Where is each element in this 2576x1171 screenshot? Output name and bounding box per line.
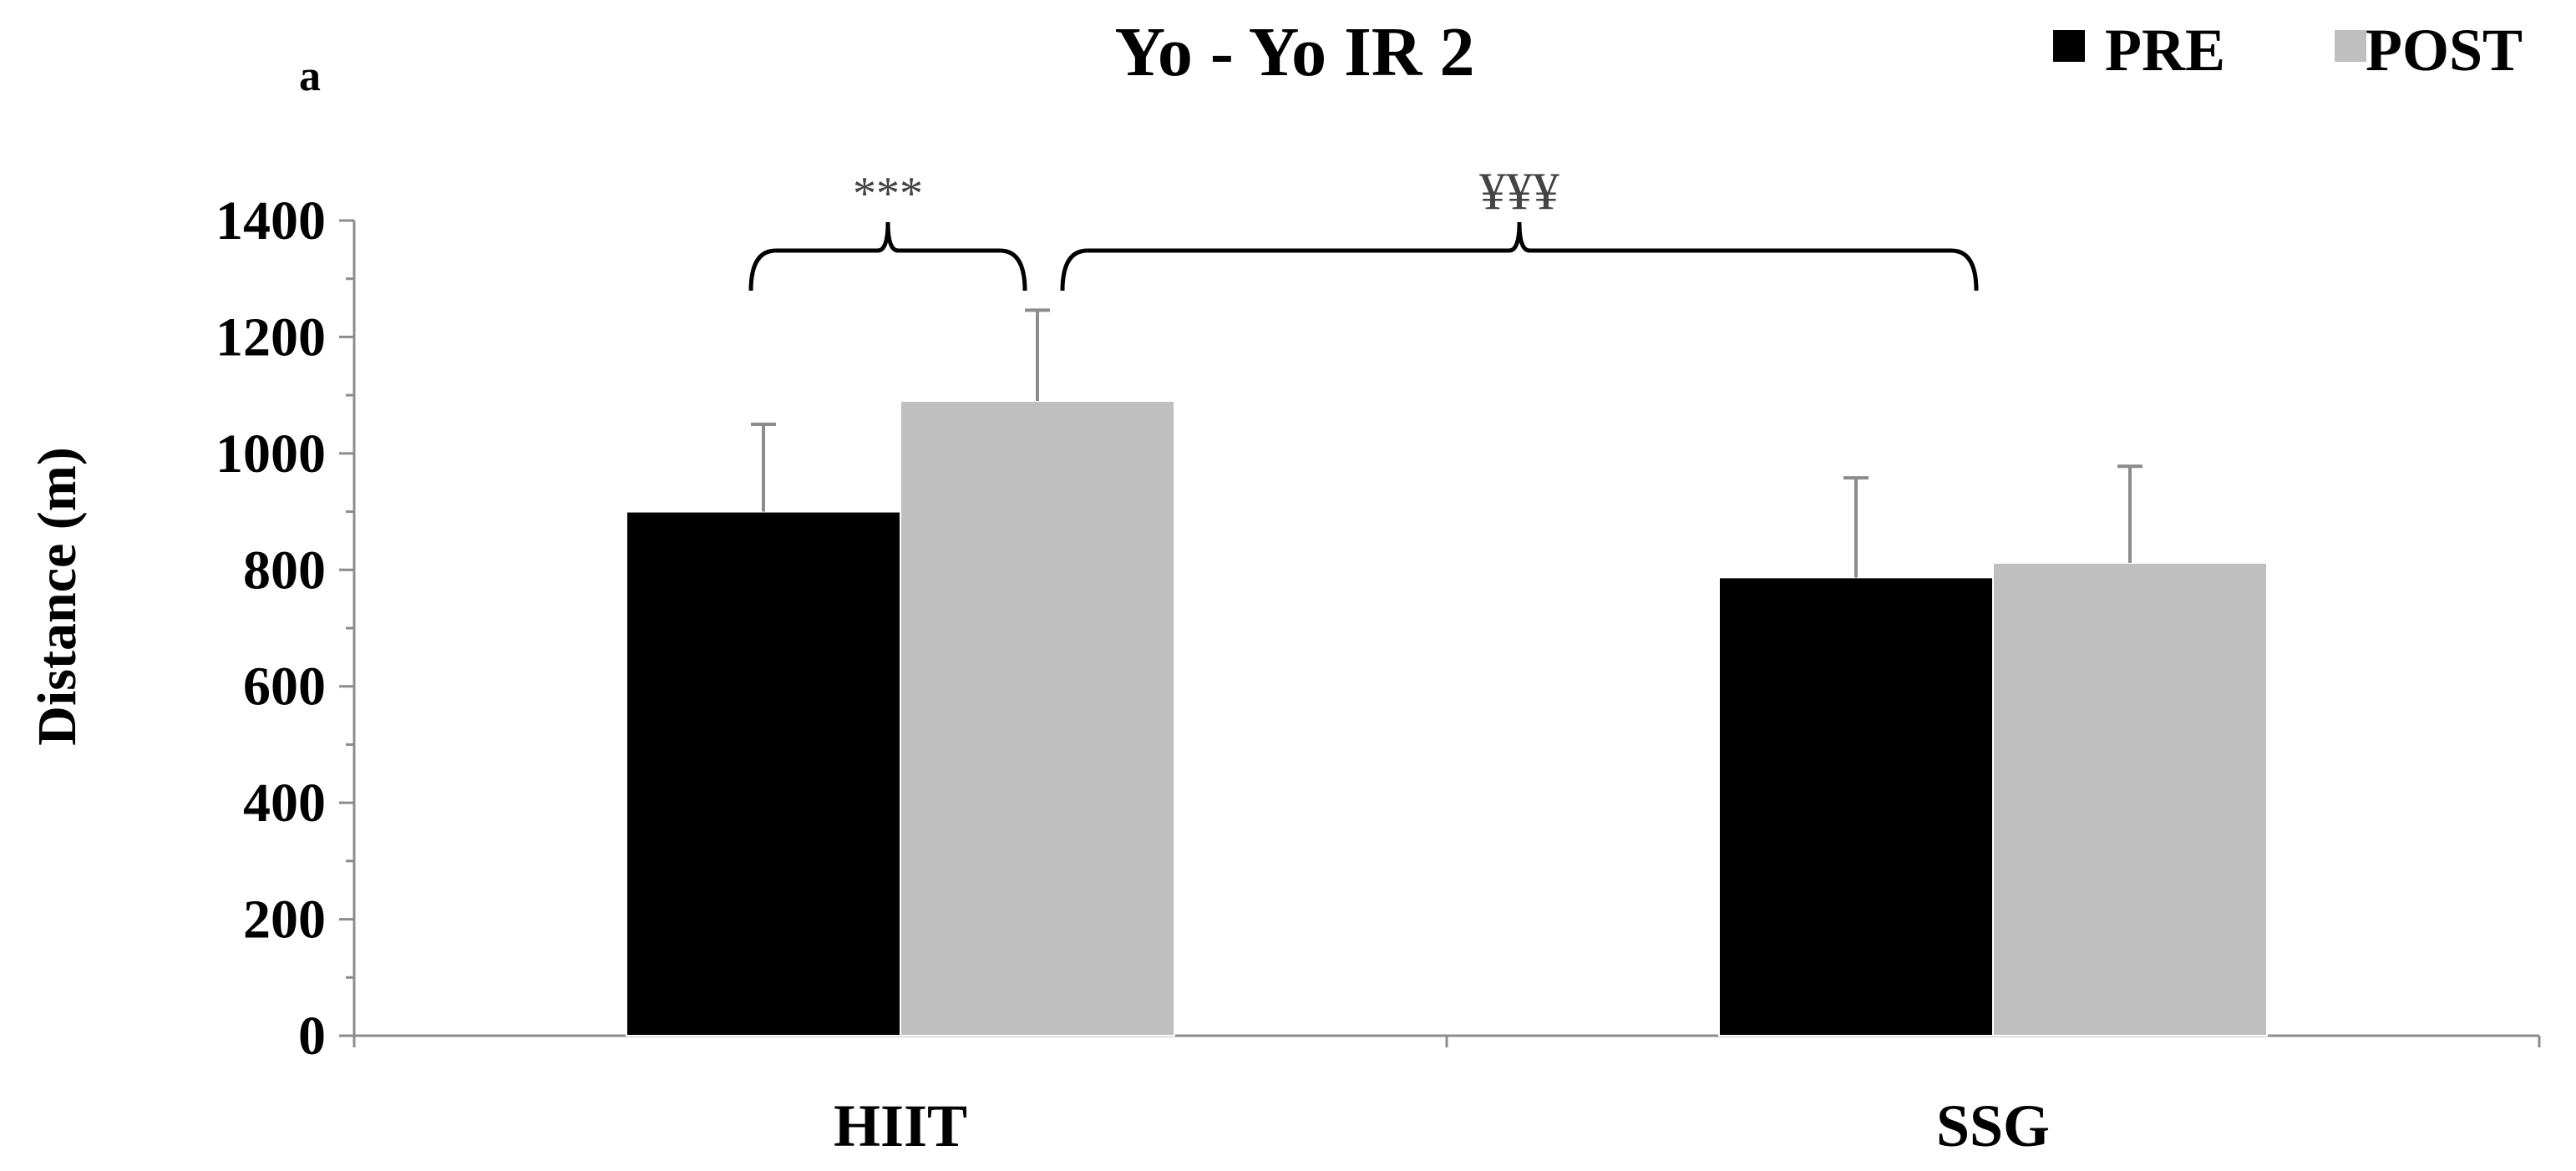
y-tick-label: 800 xyxy=(243,540,326,601)
y-tick-label: 200 xyxy=(243,890,326,950)
legend-label-post: POST xyxy=(2366,17,2523,84)
x-tick-label: SSG xyxy=(1936,1092,2050,1159)
y-tick-label: 0 xyxy=(298,1006,326,1067)
significance-bracket xyxy=(1060,221,1979,291)
significance-bracket xyxy=(748,221,1027,291)
bars-layer xyxy=(626,400,2268,1037)
legend-swatch-post xyxy=(2335,30,2366,62)
panel-label: a xyxy=(299,53,321,100)
y-tick-label: 1200 xyxy=(216,307,326,368)
legend: PRE POST xyxy=(2053,17,2523,84)
y-tick-label: 1400 xyxy=(216,190,326,251)
bar-post-ssg xyxy=(1992,561,2268,1037)
error-bars-layer xyxy=(751,308,2142,578)
chart-title: Yo - Yo IR 2 xyxy=(1115,13,1475,91)
annotations-layer: *** ¥¥¥ xyxy=(748,161,1979,291)
y-tick-label: 1000 xyxy=(216,423,326,484)
y-axis-label: Distance (m) xyxy=(27,447,88,745)
y-tick-label: 400 xyxy=(243,773,326,834)
legend-swatch-pre xyxy=(2053,30,2085,62)
significance-label: *** xyxy=(853,168,923,220)
y-tick-label: 600 xyxy=(243,656,326,717)
bar-pre-hiit xyxy=(626,510,901,1037)
legend-label-pre: PRE xyxy=(2105,17,2225,84)
bar-pre-ssg xyxy=(1718,576,1994,1037)
bar-post-hiit xyxy=(900,400,1175,1037)
significance-label: ¥¥¥ xyxy=(1479,161,1559,221)
x-tick-label: HIIT xyxy=(834,1092,967,1159)
axes-layer: 0 200 400 600 800 1000 1200 1400 HIIT SSG xyxy=(216,190,2541,1159)
